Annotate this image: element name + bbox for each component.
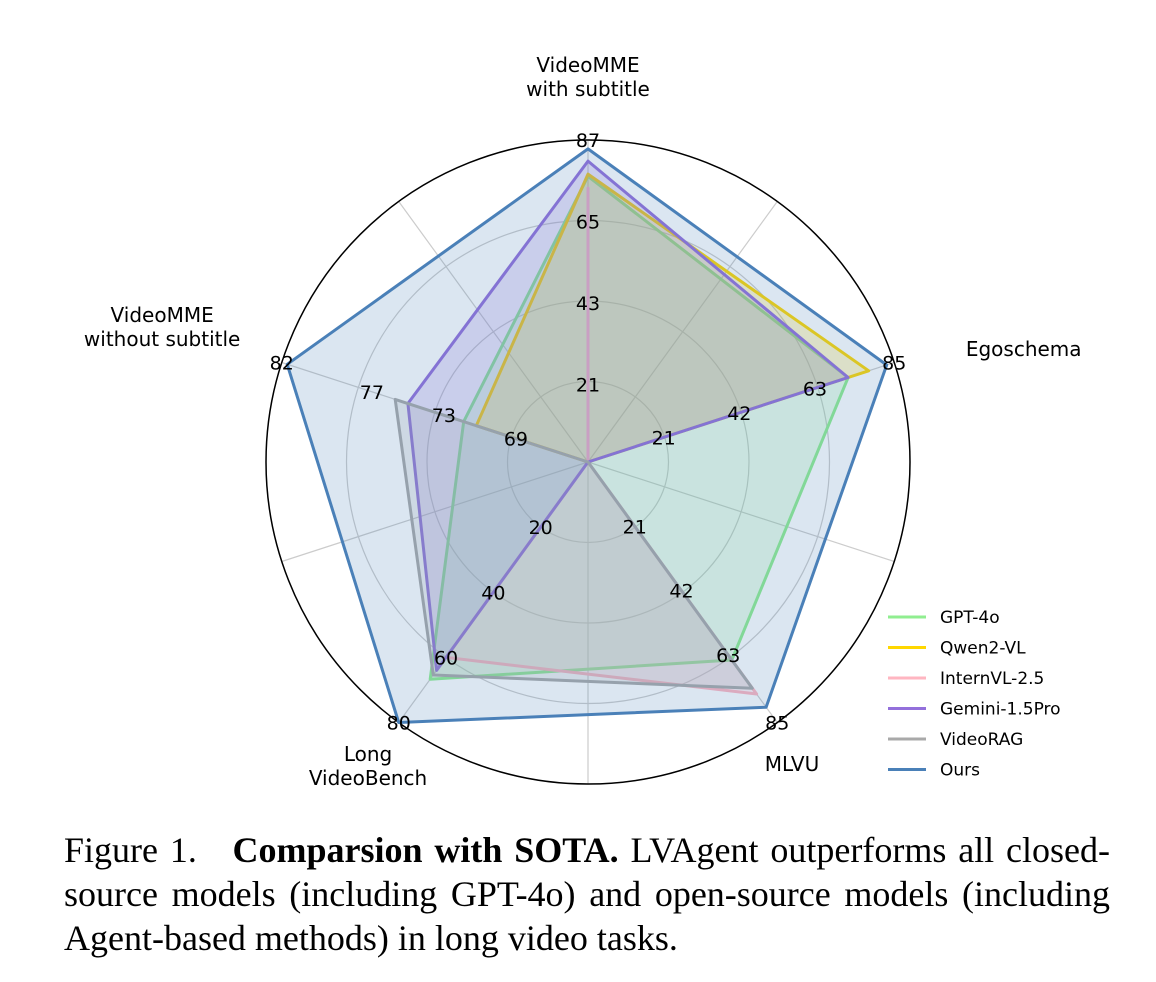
tick-label-vmme_nosub-3: 77 [360, 382, 384, 404]
axis-label-vmme_sub-line-1: VideoMME [536, 53, 639, 77]
grid-spoke-2 [587, 201, 778, 463]
tick-label-egoschema-2: 42 [727, 403, 751, 425]
tick-label-vmme_nosub-1: 69 [504, 429, 528, 451]
axis-label-vmme_nosub-line-2: without subtitle [84, 327, 240, 351]
tick-label-vmme_sub-2: 43 [576, 293, 600, 315]
tick-label-mlvu-3: 63 [716, 645, 740, 667]
series-videorag [393, 397, 754, 690]
series-ours [285, 147, 889, 724]
tick-label-egoschema-4: 85 [882, 352, 906, 374]
chart-labels: 21 43 65 87 21 42 63 85 21 42 63 85 20 40 60 80 69 73 77 82… [84, 53, 1082, 790]
chart-legend: GPT-4o Qwen2-VL InternVL-2.5 Gemini-1.5Pro V… [888, 608, 1061, 781]
tick-label-egoschema-3: 63 [803, 378, 827, 400]
grid-spoke-8 [281, 461, 589, 563]
tick-label-mlvu-2: 42 [669, 581, 693, 603]
chart-series [285, 147, 889, 724]
radar-frame [265, 139, 911, 785]
tick-label-longvideobench-3: 60 [434, 647, 458, 669]
tick-label-longvideobench-1: 20 [529, 517, 553, 539]
caption-text: LVAgent outperforms all closed-source mo… [64, 830, 1111, 958]
tick-label-vmme_nosub-2: 73 [432, 405, 456, 427]
figure-caption: Figure 1. Comparsion with SOTA. LVAgent … [64, 828, 1110, 960]
tick-label-longvideobench-4: 80 [387, 713, 411, 735]
caption-figure-label: Figure 1. [64, 830, 197, 870]
legend-label-videorag: VideoRAG [940, 730, 1023, 750]
legend-label-gpt-4o: GPT-4o [940, 608, 1000, 628]
legend-label-gemini-1-5pro: Gemini-1.5Pro [940, 700, 1061, 720]
tick-label-vmme_sub-1: 21 [576, 374, 600, 396]
legend-label-qwen2-vl: Qwen2-VL [940, 639, 1026, 659]
tick-label-vmme_sub-4: 87 [576, 130, 600, 152]
radar-chart: 21 43 65 87 21 42 63 85 21 42 63 85 20 40 60 80 69 73 77 82… [84, 53, 1082, 790]
axis-label-mlvu-line-1: MLVU [765, 752, 820, 776]
axis-label-longvideobench-line-1: Long [344, 742, 392, 766]
grid-spoke-4 [587, 461, 895, 563]
grid-spoke-10 [398, 201, 589, 463]
caption-title: Comparsion with SOTA. [232, 830, 619, 870]
tick-label-vmme_nosub-4: 82 [270, 352, 294, 374]
axis-label-egoschema-line-1: Egoschema [966, 337, 1082, 361]
tick-label-egoschema-1: 21 [652, 427, 676, 449]
axis-label-vmme_nosub-line-1: VideoMME [111, 303, 214, 327]
legend-label-internvl-2-5: InternVL-2.5 [940, 669, 1044, 689]
legend-label-ours: Ours [940, 761, 980, 781]
tick-label-mlvu-4: 85 [765, 713, 789, 735]
tick-label-vmme_sub-3: 65 [576, 211, 600, 233]
tick-label-longvideobench-2: 40 [481, 582, 505, 604]
axis-label-longvideobench-line-2: VideoBench [309, 766, 427, 790]
axis-label-vmme_sub-line-2: with subtitle [526, 77, 650, 101]
series-gpt-4o [428, 174, 850, 681]
series-internvl-2-5 [444, 186, 759, 696]
series-gemini-1-5pro [406, 159, 850, 672]
tick-label-mlvu-1: 21 [623, 516, 647, 538]
